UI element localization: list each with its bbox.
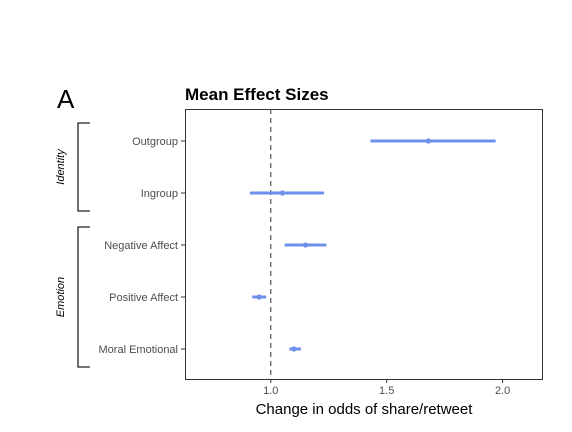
group-bracket: [77, 226, 90, 368]
y-axis: Outgroup Ingroup Negative Affect Positive A…: [99, 136, 185, 356]
effect-marks: [249, 138, 496, 352]
y-tick-label: Negative Affect: [104, 240, 178, 252]
panel-label: A: [57, 84, 75, 114]
x-axis: 1.0 1.5 2.0: [263, 379, 510, 397]
point-estimate: [256, 294, 262, 300]
x-tick-label: 1.0: [263, 385, 278, 397]
group-label: Identity: [55, 148, 67, 185]
x-axis-title: Change in odds of share/retweet: [256, 401, 474, 418]
group-label: Emotion: [55, 277, 67, 317]
group-bracket: [77, 122, 90, 212]
category-groups: Identity Emotion: [55, 122, 90, 368]
y-tick-label: Moral Emotional: [99, 344, 178, 356]
y-tick-label: Positive Affect: [109, 292, 178, 304]
point-estimate: [291, 346, 297, 352]
point-estimate: [425, 138, 432, 144]
x-tick-label: 1.5: [379, 385, 394, 397]
x-tick-label: 2.0: [495, 385, 510, 397]
y-tick-label: Ingroup: [141, 188, 178, 200]
point-estimate: [302, 242, 309, 248]
chart-title: Mean Effect Sizes: [185, 85, 329, 104]
plot-panel-border: [185, 109, 543, 380]
point-estimate: [279, 190, 285, 196]
y-tick-label: Outgroup: [132, 136, 178, 148]
